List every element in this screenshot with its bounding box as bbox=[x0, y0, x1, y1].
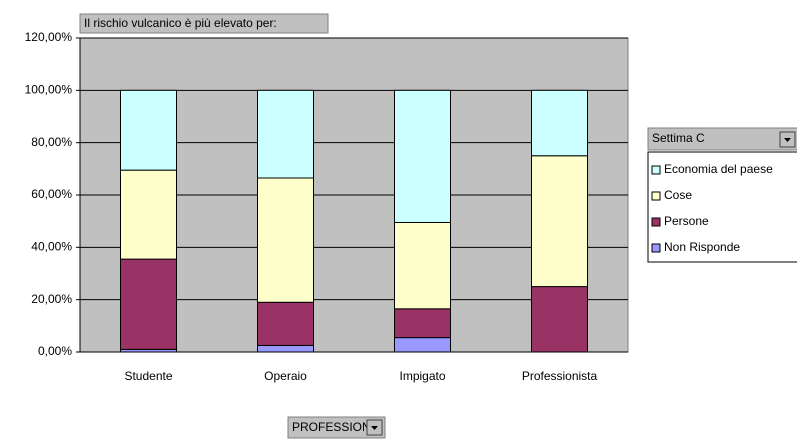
x-field-button bbox=[287, 416, 386, 439]
chart-title: Il rischio vulcanico è più elevato per: bbox=[84, 16, 277, 30]
legend-box bbox=[647, 151, 797, 263]
legend-swatch bbox=[651, 191, 661, 201]
bar-segment bbox=[394, 308, 451, 339]
bar-segment bbox=[394, 221, 451, 310]
x-tick-label: Operaio bbox=[264, 369, 307, 383]
y-tick-label: 40,00% bbox=[31, 240, 72, 254]
legend-swatch bbox=[651, 165, 661, 175]
legend-field-button bbox=[647, 127, 797, 151]
y-tick-label: 20,00% bbox=[31, 292, 72, 306]
bar-segment bbox=[120, 169, 177, 260]
bar-segment bbox=[257, 177, 314, 303]
y-tick-label: 80,00% bbox=[31, 135, 72, 149]
x-tick-label: Professionista bbox=[522, 369, 598, 383]
y-tick-label: 120,00% bbox=[25, 30, 73, 44]
title-button bbox=[79, 13, 329, 34]
legend-swatch bbox=[651, 243, 661, 253]
bar-segment bbox=[531, 89, 588, 157]
bar-segment bbox=[531, 286, 588, 353]
y-tick-label: 100,00% bbox=[25, 83, 73, 97]
bar-segment bbox=[120, 258, 177, 350]
dropdown-arrow bbox=[371, 426, 378, 430]
y-tick-label: 0,00% bbox=[38, 344, 72, 358]
y-tick-label: 60,00% bbox=[31, 187, 72, 201]
bar-segment bbox=[257, 344, 314, 353]
x-tick-label: Studente bbox=[124, 369, 172, 383]
bar-segment bbox=[531, 155, 588, 288]
dropdown-arrow bbox=[784, 138, 791, 142]
x-field-label: PROFESSIONE bbox=[292, 420, 379, 434]
legend-label: Economia del paese bbox=[664, 162, 773, 176]
legend-title: Settima C bbox=[652, 131, 705, 145]
legend-label: Persone bbox=[664, 214, 709, 228]
legend-label: Cose bbox=[664, 188, 692, 202]
bar-segment bbox=[120, 89, 177, 171]
bar-segment bbox=[394, 337, 451, 353]
legend-swatch bbox=[651, 217, 661, 227]
legend-label: Non Risponde bbox=[664, 240, 740, 254]
bar-segment bbox=[257, 89, 314, 179]
x-tick-label: Impigato bbox=[399, 369, 445, 383]
bar-segment bbox=[394, 89, 451, 223]
bar-segment bbox=[257, 301, 314, 346]
